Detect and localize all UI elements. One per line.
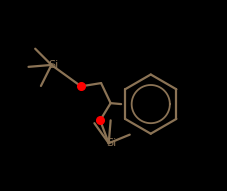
Text: Si: Si (48, 60, 58, 70)
Text: Si: Si (106, 138, 116, 148)
